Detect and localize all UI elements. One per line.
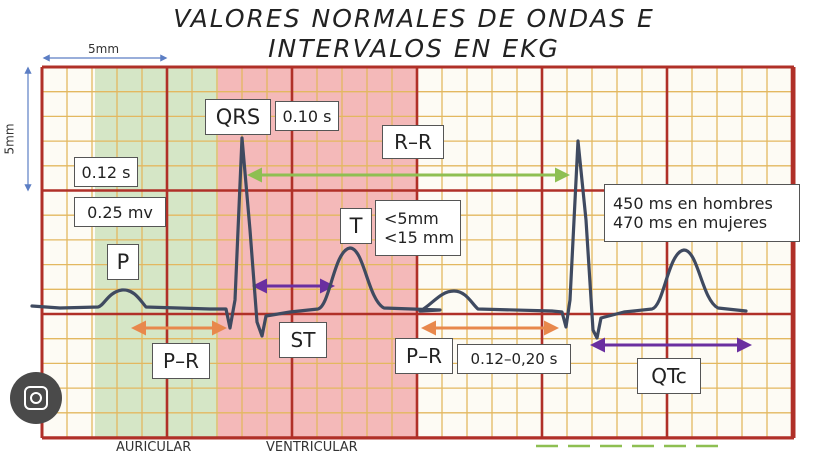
p-wave-label: P [107,244,139,280]
t-value-2: <15 mm [384,228,455,247]
p-amplitude-label: 0.25 mv [74,197,166,227]
qrs-time-label: 0.10 s [275,101,339,131]
st-label: ST [279,322,327,358]
t-wave-label: T [340,208,372,244]
t-value-1: <5mm [384,209,439,228]
title-line-1: VALORES NORMALES DE ONDAS E [173,4,655,33]
qrs-label: QRS [205,99,271,135]
t-values-box: <5mm <15 mm [375,200,461,256]
lens-circle [30,392,42,404]
qtc-label: QTc [637,358,701,394]
title-line-2: INTERVALOS EN EKG [268,34,560,63]
qtc-value-1: 450 ms en hombres [613,194,773,213]
pr-interval-label: 0.12–0,20 s [457,344,571,374]
vertical-scale-label: 5mm [2,123,17,155]
auricular-label: AURICULAR [116,440,192,455]
p-duration-label: 0.12 s [74,157,138,187]
qtc-value-2: 470 ms en mujeres [613,213,768,232]
qtc-values-box: 450 ms en hombres 470 ms en mujeres [604,184,800,242]
ekg-trace [30,136,748,340]
ventricular-label: VENTRICULAR [266,440,358,455]
horizontal-scale-label: 5mm [88,42,120,56]
lens-icon[interactable] [10,372,62,424]
rr-label: R–R [382,125,444,159]
pr-label-1: P–R [152,343,210,379]
lens-frame [24,386,48,410]
pr-label-2: P–R [395,338,453,374]
